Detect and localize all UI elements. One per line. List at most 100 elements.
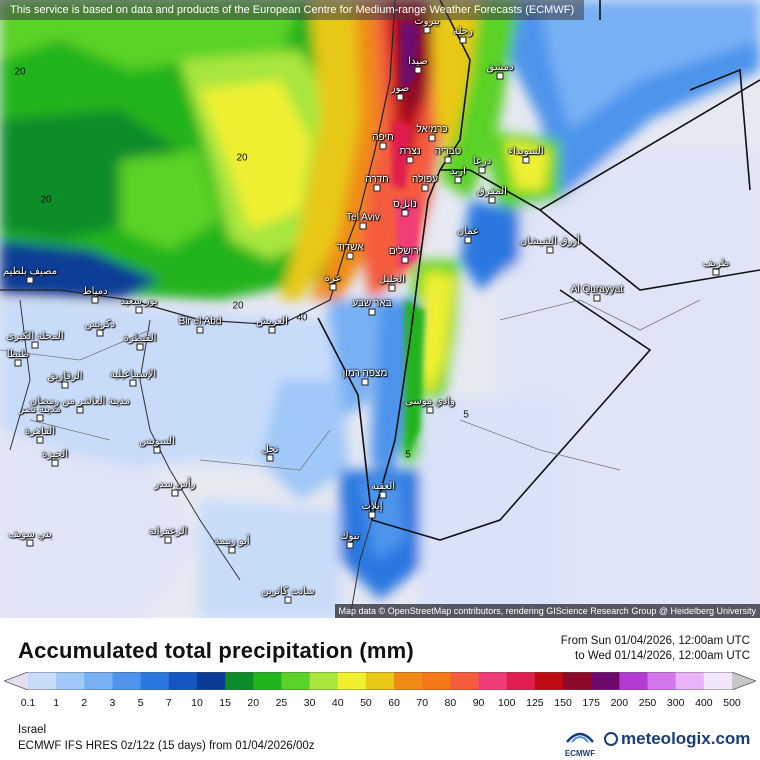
city-label: أزرق الشيشان <box>519 236 581 247</box>
city-marker <box>359 222 367 230</box>
city-label: صور <box>390 83 410 94</box>
colorbar-segment <box>112 672 142 690</box>
city-label: سانت كاترين <box>261 586 315 597</box>
city-label: اربد <box>450 166 466 177</box>
city-label: درعا <box>472 156 492 167</box>
city-label: السويس <box>139 436 175 447</box>
colorbar-tick-label: 70 <box>416 697 429 709</box>
city-label: مدينة العاشر من رمضان <box>30 396 130 407</box>
city-label: مدينة نصر <box>19 404 61 415</box>
colorbar-segment <box>337 672 367 690</box>
colorbar-tick-label: 125 <box>526 697 544 709</box>
city-label: عزة <box>324 273 342 284</box>
city-label: بيروت <box>414 16 440 27</box>
city-marker <box>26 539 34 547</box>
city-marker <box>421 184 429 192</box>
city-marker <box>426 406 434 414</box>
colorbar-tick-label: 175 <box>582 697 600 709</box>
colorbar-tick-label: 10 <box>191 697 203 709</box>
colorbar-tick-label: 0.1 <box>20 697 36 709</box>
city-label: رأس سدر <box>154 479 196 490</box>
city-label: נצרת <box>399 146 421 157</box>
city-marker <box>423 26 431 34</box>
city-label: دمياط <box>82 286 108 297</box>
city-label: نخل <box>261 444 279 455</box>
colorbar-tick-label: 90 <box>472 697 485 709</box>
ecmwf-logo-text: ECMWF <box>564 749 596 758</box>
contour-label: 20 <box>14 66 26 78</box>
city-label: القاهرة <box>25 426 55 437</box>
city-label: عمان <box>456 226 480 237</box>
city-marker <box>329 283 337 291</box>
contour-label: 20 <box>232 300 244 312</box>
colorbar-tick-label: 60 <box>388 697 400 709</box>
contour-label: 5 <box>405 449 411 461</box>
precipitation-map: This service is based on data and produc… <box>0 0 760 618</box>
city-label: ירושלים <box>388 246 422 257</box>
colorbar-tick-label: 50 <box>360 697 372 709</box>
colorbar-ticks: 0.1 1 2 3 5 7 10 15 20 25 30 40 50 60 70 80 90 100 125 150 1… <box>0 697 760 711</box>
city-label: כרמיאל <box>416 124 448 135</box>
colorbar-tick-label: 25 <box>275 697 288 709</box>
city-marker <box>346 541 354 549</box>
city-marker <box>379 142 387 150</box>
city-marker <box>284 596 292 604</box>
contour-label: 20 <box>40 194 52 206</box>
city-label: أبو زنيمة <box>214 536 250 547</box>
city-marker <box>406 156 414 164</box>
colorbar-tick-label: 500 <box>723 697 741 709</box>
city-marker <box>488 196 496 204</box>
colorbar-segment <box>675 672 705 690</box>
city-marker <box>228 546 236 554</box>
colorbar-segment <box>4 672 28 690</box>
city-label: מצפה רמון <box>342 368 388 379</box>
colorbar-segment <box>281 672 311 690</box>
map-attribution: Map data © OpenStreetMap contributors, r… <box>334 604 760 618</box>
city-label: חיפה <box>372 132 394 143</box>
city-label: טבריה <box>434 146 462 157</box>
city-marker <box>444 156 452 164</box>
date-to: to Wed 01/14/2026, 12:00am UTC <box>575 650 750 662</box>
colorbar-segment <box>703 672 733 690</box>
city-label: رحلة <box>453 26 473 37</box>
colorbar-tick-label: 400 <box>695 697 713 709</box>
meteologix-logo-icon <box>604 732 618 746</box>
colorbar-tick-label: 100 <box>497 697 516 709</box>
city-marker <box>388 284 396 292</box>
city-label: طريف <box>702 258 730 269</box>
city-marker <box>459 36 467 44</box>
city-label: صيدا <box>408 56 428 67</box>
city-label: مصيف بلطيم <box>2 266 58 277</box>
city-label: Tel Aviv <box>346 212 380 223</box>
city-label: באר שבע <box>352 298 392 309</box>
city-marker <box>171 489 179 497</box>
colorbar-tick-label: 40 <box>331 697 344 709</box>
city-label: وادي موسى <box>405 396 455 407</box>
city-marker <box>454 176 462 184</box>
colorbar-segment <box>84 672 113 690</box>
city-marker <box>401 209 409 217</box>
city-label: Al Qurayyat <box>570 284 624 295</box>
city-label: العقبة <box>370 481 396 492</box>
city-marker <box>712 268 720 276</box>
date-from: From Sun 01/04/2026, 12:00am UTC <box>560 635 750 647</box>
colorbar-segment <box>56 672 85 690</box>
city-marker <box>31 341 39 349</box>
colorbar-segment <box>253 672 282 690</box>
city-label: دمشق <box>486 62 514 73</box>
colorbar-segment <box>140 672 170 690</box>
city-marker <box>76 406 84 414</box>
colorbar-segment <box>28 672 57 690</box>
city-label: العريش <box>256 316 288 327</box>
colorbar-segment <box>506 672 536 690</box>
city-marker <box>266 454 274 462</box>
city-marker <box>26 276 34 284</box>
colorbar-tick-label: 200 <box>610 697 629 709</box>
city-label: دكرنس <box>84 319 116 330</box>
meteologix-brand[interactable]: meteologix.com <box>604 729 750 749</box>
colorbar-segment <box>563 672 592 690</box>
city-label: طنطا <box>6 349 30 360</box>
city-marker <box>546 246 554 254</box>
city-marker <box>96 329 104 337</box>
model-info: ECMWF IFS HRES 0z/12z (15 days) from 01/… <box>18 740 315 752</box>
